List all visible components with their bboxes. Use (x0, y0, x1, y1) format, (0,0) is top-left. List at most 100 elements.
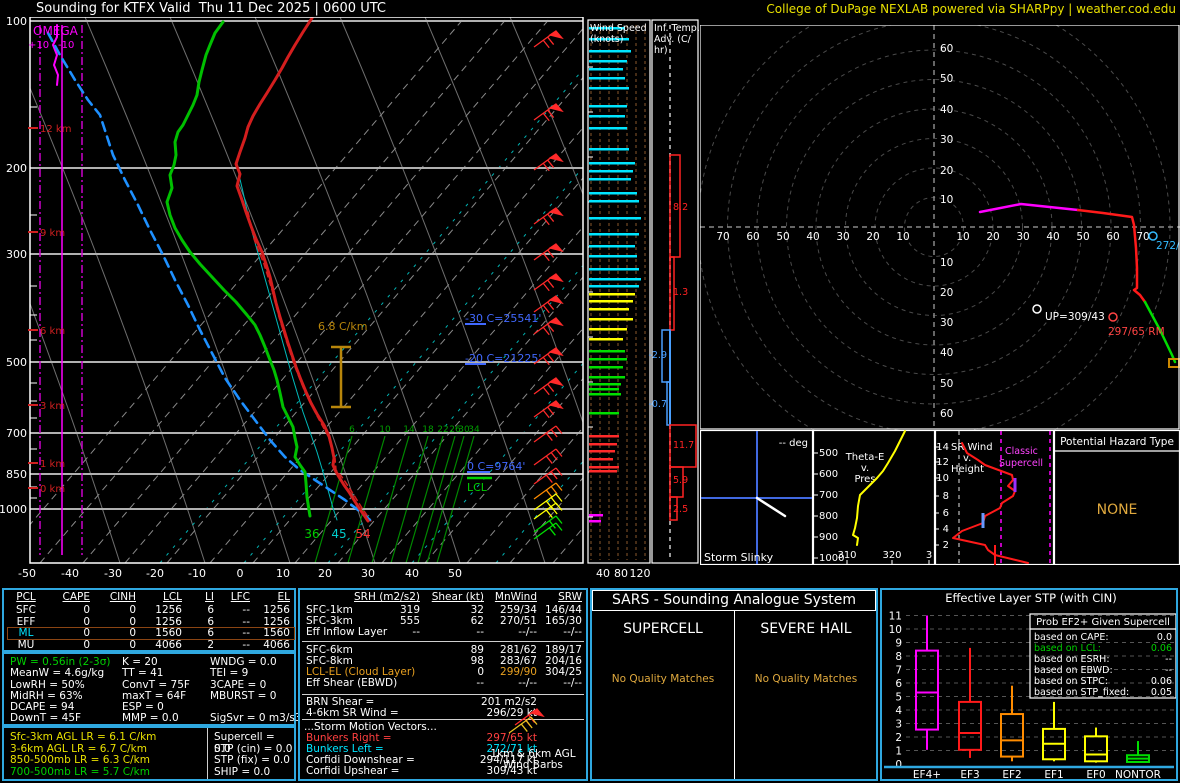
kinematics-row: LCL-EL (Cloud Layer) 0 299/90 304/25 (306, 666, 582, 678)
hazard-inset: Potential Hazard Type NONE (1054, 436, 1180, 518)
stp-category-label: EF3 (960, 769, 979, 779)
kinematics-row: Eff Inflow Layer -- -- --/-- --/-- (306, 626, 582, 638)
page-title: Sounding for KTFX Valid Thu 11 Dec 2025 … (36, 1, 386, 16)
lapse-rate-stat: 850-500mb LR = 6.3 C/km (10, 754, 150, 767)
surface-value-label: 45 (331, 527, 346, 541)
isotherm-line (166, 76, 583, 563)
hodograph-axis-label: 50 (940, 73, 953, 85)
hodograph-trace (978, 202, 1080, 214)
composite-index-stat: SHIP = 0.0 (214, 765, 271, 778)
svg-text:900: 900 (819, 532, 838, 543)
stp-ytick-label: 9 (895, 638, 902, 650)
theta-e-title: v. (861, 463, 869, 474)
wind-speed-bar (589, 217, 641, 220)
wind-speed-bar (589, 27, 625, 30)
classic-supercell-label: Classic (1005, 446, 1038, 457)
pcl-row: EFF 0 0 1256 6 -- 1256 (16, 615, 290, 628)
wind-speed-bar (589, 170, 633, 173)
stp-boxplot: Effective Layer STP (with CIN) 01 23 45 67 89… (884, 591, 1176, 779)
sars-column-hail: SEVERE HAIL No Quality Matches (734, 611, 877, 779)
hodograph-axis-label: 60 (1106, 231, 1119, 243)
temperature-curve (234, 17, 370, 523)
svg-text:4: 4 (943, 524, 949, 535)
wind-speed-bar (589, 393, 621, 396)
hodograph-axis-label: 40 (940, 347, 953, 359)
thermo-stat: WNDG = 0.0 (210, 656, 277, 668)
lapse-rate-stat: 3-6km AGL LR = 6.7 C/km (10, 742, 147, 755)
thermo-stat: ConvT = 75F (122, 678, 190, 691)
kinematics-row: SFC-6km 89 281/62 189/17 (306, 644, 582, 656)
wind-speed-bar (589, 87, 629, 90)
dry-adiabat-line (169, 17, 376, 563)
kinematics-barbs (508, 708, 545, 734)
stp-box: Effective Layer STP (with CIN) 0 1 2 3 4 5 6 7 8 9… (880, 588, 1178, 781)
wind-speed-bar (589, 308, 629, 311)
sars-match-status: No Quality Matches (611, 673, 715, 685)
dry-adiabat-line (424, 17, 583, 425)
wind-speed-bar (589, 278, 641, 281)
stp-category-label: EF4+ (913, 769, 941, 779)
svg-text:80: 80 (614, 567, 628, 580)
thermo-stat: LowRH = 50% (10, 678, 85, 691)
kinematics-row: SFC-3km 555 62 270/51 165/30 (306, 615, 582, 627)
dry-adiabat-line (30, 86, 206, 563)
sars-column-supercell: SUPERCELL No Quality Matches (592, 611, 734, 779)
composite-index-stat: STP (cin) = 0.0 (214, 742, 293, 755)
isotherm-line (509, 477, 583, 563)
thermo-stat: DownT = 45F (10, 712, 82, 725)
omega-label: OMEGA (33, 24, 79, 38)
svg-text:800: 800 (819, 511, 838, 522)
skewt-plot-area (30, 17, 583, 563)
wind-speed-bar (589, 162, 635, 165)
hodograph-axis-label: 40 (1046, 231, 1059, 243)
skewt-annotation: LCL (467, 481, 488, 494)
temp-adv-segment (666, 381, 671, 426)
wind-speed-bar (589, 285, 639, 288)
thermo-stat: SigSvr = 0 m3/s3 (210, 712, 302, 725)
hodograph-trace (1076, 208, 1147, 304)
wind-barb-icon (533, 522, 563, 540)
prob-row-value: 0.05 (1151, 687, 1172, 698)
hodograph-axis-label: 10 (940, 194, 953, 206)
height-agl-label: 9 km (40, 228, 65, 239)
wind-speed-and-advection-panel: Wind Speed(knots) 40 80 120 Inf. Temp.Adv. (… (587, 19, 700, 580)
temp-adv-value: -0.7 (648, 399, 667, 410)
temp-adv-title: Adv. (C/ (654, 34, 692, 45)
temp-adv-title: Inf. Temp. (654, 23, 700, 34)
wind-speed-frame (587, 19, 651, 564)
surface-value-label: 54 (355, 527, 370, 541)
hodograph-axis-label: 50 (776, 231, 789, 243)
storm-motion-label: UP=309/43 (1045, 311, 1105, 323)
surface-value-label: 36 (304, 527, 319, 541)
skewt-annotation: -30 C=25541' (465, 312, 541, 325)
stp-category-label: NONTOR (1115, 769, 1161, 779)
storm-motion-label: 297/65 RM (1108, 326, 1165, 338)
mixing-ratio-label: 10 (379, 425, 391, 435)
wind-speed-bar (589, 60, 627, 63)
stp-box-ef1 (1042, 701, 1066, 762)
wind-barb-icon (514, 708, 545, 727)
thermo-indices-box: PW = 0.56in (2-3σ) K = 20 WNDG = 0.0 MeanW … (2, 652, 302, 726)
kinematics-pair: BRN Shear = 201 m2/s2 (306, 696, 537, 708)
temperature-axis-label: -30 (104, 567, 122, 580)
prob-row-label: based on ESRH: (1034, 654, 1110, 665)
wind-speed-title: Wind Speed (590, 23, 647, 34)
wind-speed-bar (589, 300, 633, 303)
mixing-ratio-line (426, 435, 465, 563)
kinematics-header-row: SRH (m2/s2) Shear (kt) MnWind SRW (354, 591, 582, 603)
prob-table-title: Prob EF2+ Given Supercell (1036, 617, 1170, 628)
storm-motion-label: 272/71 LM (1156, 240, 1180, 252)
temperature-axis-label: 20 (318, 567, 332, 580)
hodograph-axis-label: 30 (836, 231, 849, 243)
credit-text: College of DuPage NEXLAB powered via SHA… (766, 2, 1176, 16)
stp-ytick-label: 7 (895, 665, 902, 677)
prob-row-value: -- (1165, 654, 1172, 665)
temp-adv-value: 2.5 (673, 504, 688, 515)
wind-speed-bar (589, 450, 615, 453)
temp-adv-value: 5.9 (673, 475, 688, 486)
thermo-stat: MeanW = 4.6g/kg (10, 667, 105, 680)
storm-motion-marker (1148, 231, 1158, 241)
thermo-stat: MMP = 0.0 (122, 712, 179, 725)
